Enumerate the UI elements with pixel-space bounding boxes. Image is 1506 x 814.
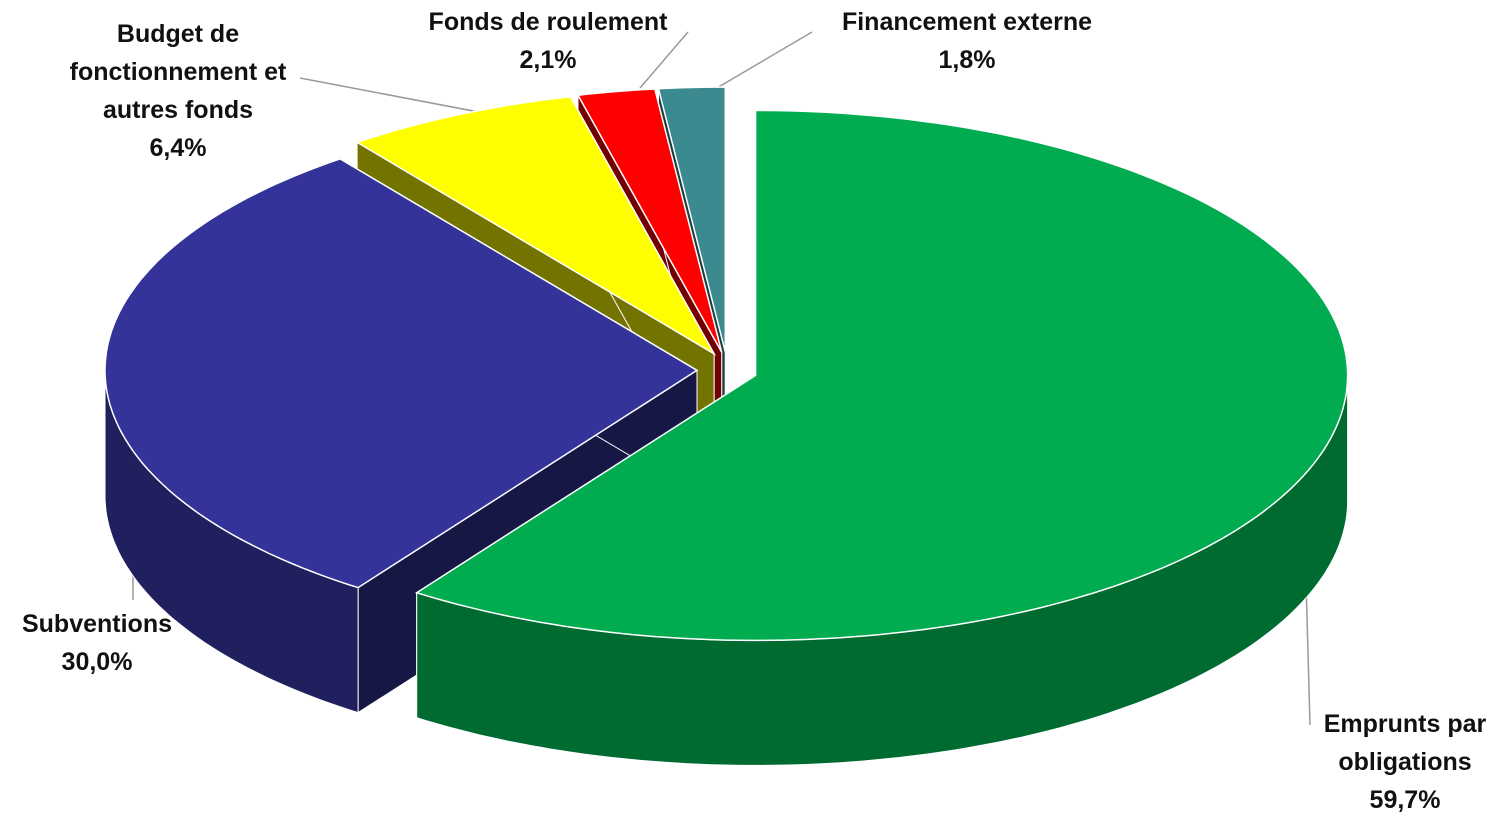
slice [414, 109, 1349, 642]
label-name: Fonds de roulement [428, 8, 668, 36]
label-value: 1,8% [938, 46, 996, 74]
slice [355, 95, 717, 356]
label-value: 59,7% [1369, 786, 1441, 814]
label-value: 6,4% [149, 134, 207, 162]
label-name: Budget de fonctionnement et autres fonds [69, 20, 287, 124]
leader-line [639, 31, 689, 89]
label-value: 30,0% [61, 648, 133, 676]
label-name: Subventions [21, 610, 172, 638]
slice [576, 88, 723, 353]
slice-label: Financement externe 1,8% [807, 3, 1127, 79]
label-name: Emprunts par obligations [1323, 710, 1487, 776]
leader-line [704, 31, 813, 96]
slice-label: Emprunts par obligations 59,7% [1305, 705, 1505, 814]
label-name: Financement externe [841, 8, 1093, 36]
slice-label: Budget de fonctionnement et autres fonds… [48, 15, 308, 167]
slice [657, 86, 727, 353]
slice [104, 158, 699, 589]
label-value: 2,1% [519, 46, 577, 74]
slice-tops [104, 86, 1349, 642]
slice-label: Fonds de roulement 2,1% [398, 3, 698, 79]
slice-label: Subventions 30,0% [0, 605, 197, 681]
